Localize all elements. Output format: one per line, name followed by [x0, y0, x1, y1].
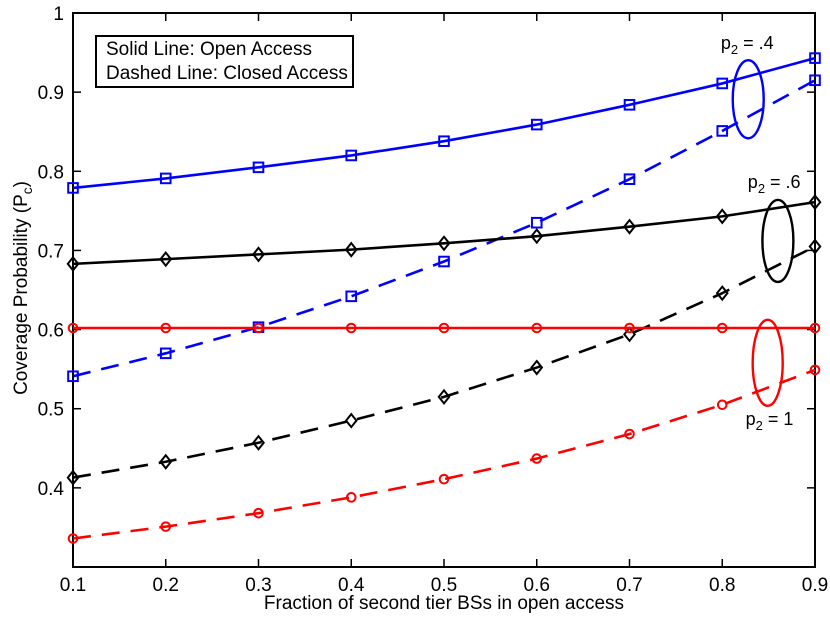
marker-circle-closed-p2-1: [716, 399, 728, 411]
marker-square-open-p2-0.4: [438, 135, 450, 148]
marker-square-closed-p2-0.4: [716, 125, 729, 137]
x-tick-label: 0.4: [338, 575, 365, 596]
annotation-text: p: [747, 172, 758, 193]
annotation-label-p2-0.4: p2 = .4: [721, 33, 774, 57]
annotation-subscript: 2: [755, 418, 763, 434]
annotation-text: = 1: [762, 409, 794, 430]
y-axis-label-subscript: c: [19, 187, 35, 195]
marker-diamond-closed-p2-0.6: [715, 285, 729, 302]
y-tick-label: 0.6: [38, 321, 64, 342]
marker-square-closed-p2-0.4: [67, 370, 79, 383]
marker-circle-open-p2-1: [624, 322, 635, 334]
annotation-ellipse-p2-0.4: [731, 59, 765, 140]
y-tick-label: 0.7: [38, 241, 64, 262]
annotation-label-p2-0.6: p2 = .6: [748, 172, 801, 196]
marker-diamond-open-p2-0.6: [344, 241, 358, 258]
marker-square-open-p2-0.4: [345, 149, 358, 162]
marker-circle-open-p2-1: [531, 322, 543, 334]
x-tick-label: 0.5: [431, 575, 457, 596]
annotation-ellipse-p2-0.6: [761, 198, 795, 284]
marker-square-closed-p2-0.4: [530, 216, 543, 229]
x-tick-label: 0.2: [153, 575, 179, 596]
marker-square-open-p2-0.4: [159, 172, 172, 185]
annotation-text: = .6: [765, 172, 801, 193]
x-tick-label: 0.9: [802, 575, 828, 596]
y-axis-label: Coverage Probability (Pc): [11, 181, 35, 395]
marker-square-open-p2-0.4: [252, 161, 265, 174]
y-axis-label-text: Coverage Probability (P: [11, 194, 33, 395]
annotation-subscript: 2: [730, 41, 739, 57]
y-axis-label-text: ): [11, 181, 33, 188]
marker-square-closed-p2-0.4: [159, 347, 172, 360]
y-tick-label: 0.5: [38, 400, 64, 421]
annotation-text: p: [720, 32, 731, 53]
marker-square-open-p2-0.4: [67, 182, 79, 194]
marker-circle-open-p2-1: [160, 322, 172, 334]
marker-circle-closed-p2-1: [531, 453, 543, 464]
marker-circle-open-p2-1: [67, 322, 79, 334]
marker-diamond-closed-p2-0.6: [66, 469, 80, 486]
marker-diamond-open-p2-0.6: [66, 255, 80, 272]
marker-circle-open-p2-1: [809, 322, 821, 334]
series-line-closed-p2-0.4: [72, 79, 816, 378]
marker-diamond-open-p2-0.6: [252, 246, 265, 263]
x-tick-label: 0.1: [60, 575, 86, 596]
series-line-open-p2-0.6: [72, 200, 816, 266]
marker-diamond-open-p2-0.6: [159, 251, 173, 268]
y-tick-label: 1: [53, 4, 64, 25]
series-line-open-p2-0.4: [72, 56, 816, 190]
marker-diamond-closed-p2-0.6: [808, 238, 822, 255]
marker-circle-closed-p2-1: [160, 521, 172, 532]
marker-diamond-open-p2-0.6: [623, 218, 636, 235]
marker-square-closed-p2-0.4: [623, 173, 636, 185]
x-axis-label: Fraction of second tier BSs in open acce…: [263, 593, 625, 614]
marker-diamond-closed-p2-0.6: [252, 434, 265, 451]
marker-diamond-open-p2-0.6: [530, 228, 544, 245]
annotation-subscript: 2: [757, 180, 766, 196]
y-tick-label: 0.9: [38, 83, 64, 104]
marker-circle-closed-p2-1: [67, 533, 79, 544]
annotation-ellipse-p2-1: [751, 318, 784, 407]
x-tick-label: 0.8: [709, 575, 735, 596]
marker-square-open-p2-0.4: [623, 99, 636, 111]
annotation-label-p2-1: p2 = 1: [746, 410, 794, 434]
series-line-closed-p2-0.6: [72, 245, 816, 479]
marker-square-closed-p2-0.4: [809, 74, 821, 87]
y-tick-label: 0.4: [38, 479, 65, 500]
legend-line-dashed: Dashed Line: Closed Access: [106, 63, 348, 84]
marker-circle-open-p2-1: [438, 322, 450, 334]
marker-circle-closed-p2-1: [438, 473, 450, 485]
x-tick-label: 0.7: [616, 575, 642, 596]
marker-circle-closed-p2-1: [345, 492, 357, 503]
series-line-closed-p2-1: [72, 368, 816, 540]
marker-circle-closed-p2-1: [624, 428, 635, 440]
marker-diamond-closed-p2-0.6: [344, 412, 358, 429]
y-tick-label: 0.8: [38, 162, 64, 183]
marker-square-closed-p2-0.4: [345, 290, 358, 303]
marker-circle-open-p2-1: [345, 322, 357, 334]
x-tick-label: 0.3: [245, 575, 271, 596]
marker-diamond-closed-p2-0.6: [159, 453, 173, 470]
marker-diamond-open-p2-0.6: [808, 194, 822, 211]
marker-diamond-closed-p2-0.6: [530, 359, 544, 376]
legend-line-solid: Solid Line: Open Access: [106, 39, 312, 60]
marker-circle-open-p2-1: [716, 322, 728, 334]
marker-square-closed-p2-0.4: [438, 255, 450, 268]
marker-circle-closed-p2-1: [253, 507, 264, 519]
marker-diamond-open-p2-0.6: [715, 208, 729, 225]
legend-box: Solid Line: Open Access Dashed Line: Clo…: [95, 35, 354, 88]
marker-square-open-p2-0.4: [809, 52, 821, 64]
annotation-text: = .4: [738, 32, 774, 53]
marker-diamond-closed-p2-0.6: [437, 388, 451, 405]
marker-square-open-p2-0.4: [716, 77, 729, 90]
annotation-text: p: [745, 409, 756, 430]
marker-diamond-closed-p2-0.6: [623, 326, 636, 343]
marker-square-open-p2-0.4: [530, 118, 543, 131]
marker-circle-open-p2-1: [253, 322, 264, 334]
x-tick-label: 0.6: [524, 575, 550, 596]
marker-diamond-open-p2-0.6: [437, 235, 451, 252]
marker-circle-closed-p2-1: [809, 364, 821, 376]
